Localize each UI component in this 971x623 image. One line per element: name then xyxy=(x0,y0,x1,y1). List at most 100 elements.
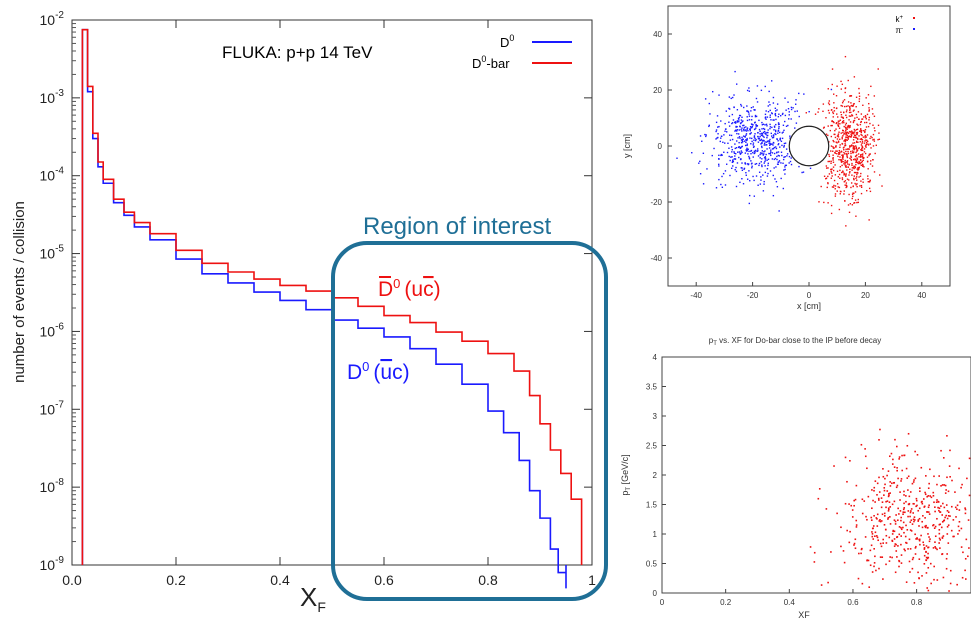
tr-point xyxy=(860,155,862,157)
tr-point xyxy=(855,147,858,150)
tr-point xyxy=(865,97,867,99)
tr-point xyxy=(768,90,770,93)
br-point xyxy=(901,454,903,457)
tr-point xyxy=(785,109,787,111)
tr-point xyxy=(846,109,848,111)
br-point xyxy=(915,538,917,540)
br-point xyxy=(895,543,897,546)
br-x-tick-label: 0 xyxy=(660,598,665,607)
tr-point xyxy=(854,117,856,119)
tr-point xyxy=(774,114,777,117)
tr-point xyxy=(788,155,791,158)
tr-point xyxy=(860,186,863,188)
tr-point xyxy=(764,85,766,88)
tr-point xyxy=(827,125,829,127)
tr-point xyxy=(846,163,849,165)
br-point xyxy=(876,525,879,527)
br-point xyxy=(907,475,910,478)
br-point xyxy=(898,533,901,536)
tr-point xyxy=(869,190,872,193)
tr-point xyxy=(748,155,750,158)
br-point xyxy=(912,481,915,483)
tr-point xyxy=(857,153,860,155)
br-point xyxy=(882,542,884,544)
br-point xyxy=(947,511,950,514)
br-point xyxy=(919,490,921,493)
br-point xyxy=(958,467,960,470)
tr-point xyxy=(845,116,848,119)
tr-point xyxy=(757,155,760,157)
br-point xyxy=(965,538,968,541)
tr-point xyxy=(841,164,843,167)
tr-point xyxy=(744,129,747,131)
br-point xyxy=(889,485,892,487)
tr-point xyxy=(841,154,843,156)
tr-point xyxy=(835,95,838,97)
tr-point xyxy=(717,133,719,135)
br-point xyxy=(915,505,917,508)
br-point xyxy=(872,525,875,527)
tr-point xyxy=(753,179,755,182)
br-point xyxy=(896,445,898,448)
tr-point xyxy=(746,149,748,152)
tr-y-tick-label: 0 xyxy=(658,142,663,151)
tr-point xyxy=(759,157,761,159)
tr-point xyxy=(849,95,851,97)
br-point xyxy=(907,489,909,491)
tr-point xyxy=(777,122,780,124)
tr-point xyxy=(699,173,702,175)
main-x-tick-label: 0.0 xyxy=(62,572,82,588)
tr-point xyxy=(708,102,710,105)
br-point xyxy=(827,581,829,584)
br-point xyxy=(833,465,835,467)
tr-point xyxy=(730,156,732,158)
br-point xyxy=(896,469,898,472)
tr-point xyxy=(842,120,844,123)
tr-point xyxy=(732,160,735,163)
tr-point xyxy=(752,142,755,144)
tr-point xyxy=(716,137,718,139)
tr-point xyxy=(748,158,751,160)
tr-point xyxy=(856,128,859,130)
tr-point xyxy=(850,145,852,147)
tr-point xyxy=(764,171,767,174)
tr-point xyxy=(772,194,775,197)
br-point xyxy=(947,515,950,517)
br-point xyxy=(855,526,858,528)
tr-point xyxy=(764,116,767,118)
tr-point xyxy=(856,141,858,143)
tr-point xyxy=(837,116,839,118)
br-x-tick-label: 0.6 xyxy=(847,598,859,607)
tr-point xyxy=(739,122,742,125)
tr-point xyxy=(846,156,849,159)
br-point xyxy=(903,548,906,551)
tr-point xyxy=(731,138,734,141)
br-point xyxy=(904,535,907,538)
tr-point xyxy=(809,167,812,170)
tr-point xyxy=(752,106,754,108)
tr-point xyxy=(769,126,772,128)
br-point xyxy=(854,538,857,541)
tr-point xyxy=(859,138,861,140)
br-point xyxy=(912,518,915,521)
tr-point xyxy=(778,125,780,128)
tr-point xyxy=(699,160,701,163)
tr-point xyxy=(870,135,872,138)
tr-point xyxy=(846,139,848,141)
br-point xyxy=(933,475,935,478)
br-point xyxy=(898,560,901,563)
tr-point xyxy=(853,178,855,180)
tr-points-group xyxy=(676,55,883,227)
br-point xyxy=(933,565,935,568)
tr-point xyxy=(740,128,742,131)
br-point xyxy=(820,584,823,586)
tr-point xyxy=(751,125,754,128)
tr-point xyxy=(850,155,852,157)
br-point xyxy=(867,559,870,562)
tr-point xyxy=(849,130,851,133)
tr-point xyxy=(741,167,743,169)
tr-point xyxy=(854,182,856,185)
tr-point xyxy=(864,121,866,124)
tr-point xyxy=(746,143,749,145)
tr-point xyxy=(827,109,830,112)
